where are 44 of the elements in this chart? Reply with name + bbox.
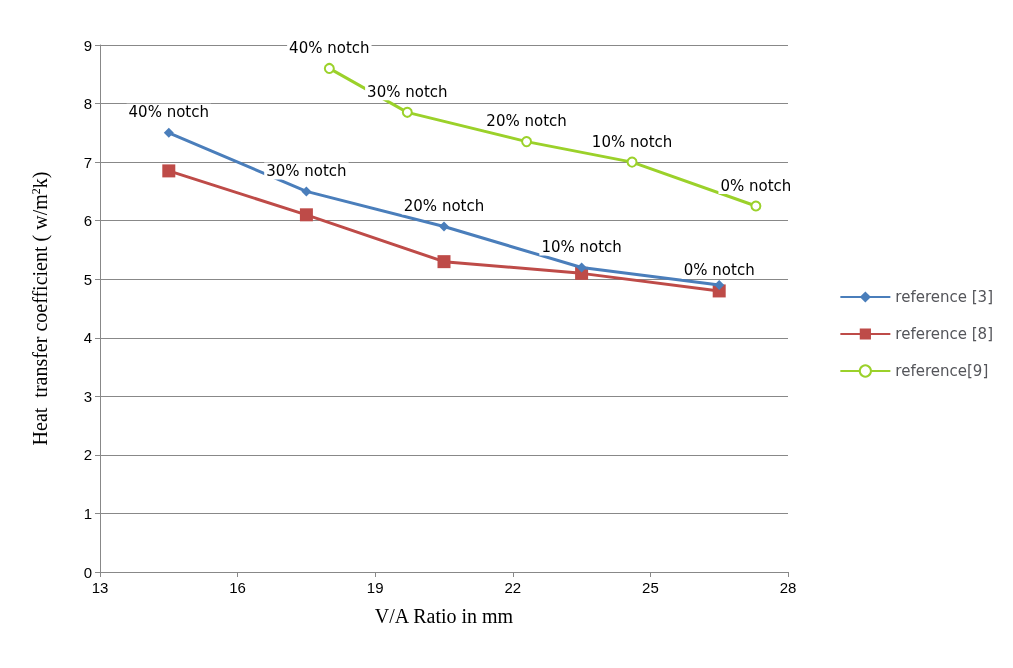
x-tick-label: 19 [366, 579, 384, 596]
y-tick-label: 4 [83, 329, 92, 347]
point [521, 136, 533, 148]
point [163, 127, 174, 138]
y-tick-label: 6 [83, 212, 92, 230]
point [714, 280, 725, 291]
point [301, 186, 312, 197]
point [576, 262, 587, 273]
y-tick-label: 0 [83, 563, 92, 581]
point [401, 106, 413, 118]
legend-label: reference [8] [895, 325, 993, 343]
point [626, 156, 638, 168]
annotation: 30% notch [367, 82, 448, 101]
y-tick-label: 8 [83, 95, 92, 113]
x-tick-label: 25 [642, 579, 659, 596]
x-tick-label: 13 [91, 579, 109, 596]
point [323, 62, 335, 74]
y-tick-label: 7 [83, 153, 92, 171]
legend-label: reference[9] [895, 362, 989, 380]
point [299, 208, 313, 222]
y-tick-label: 9 [83, 36, 92, 54]
x-axis-title: V/A Ratio in mm [374, 605, 514, 627]
y-tick-label: 5 [83, 270, 92, 288]
annotation: 10% notch [541, 238, 622, 257]
annotation: 0% notch [683, 261, 755, 280]
point [439, 221, 449, 232]
point [750, 200, 762, 212]
y-axis-title: Heat transfer coefficient ( w/m2k) [29, 171, 52, 446]
annotation: 40% notch [289, 38, 370, 57]
annotation: 30% notch [266, 161, 347, 180]
annotation: 0% notch [720, 176, 792, 195]
y-tick-label: 1 [83, 504, 92, 522]
point [437, 255, 451, 269]
y-tick-label: 2 [83, 446, 92, 464]
legend-label: reference [3] [895, 288, 993, 306]
annotation: 10% notch [591, 132, 673, 151]
annotation: 40% notch [128, 103, 210, 122]
x-tick-label: 28 [779, 579, 797, 596]
y-tick-label: 3 [83, 387, 92, 405]
point [162, 164, 176, 178]
annotation: 20% notch [403, 197, 485, 216]
x-tick-label: 22 [504, 579, 522, 596]
x-tick-label: 16 [229, 579, 246, 596]
annotation: 20% notch [486, 112, 567, 131]
